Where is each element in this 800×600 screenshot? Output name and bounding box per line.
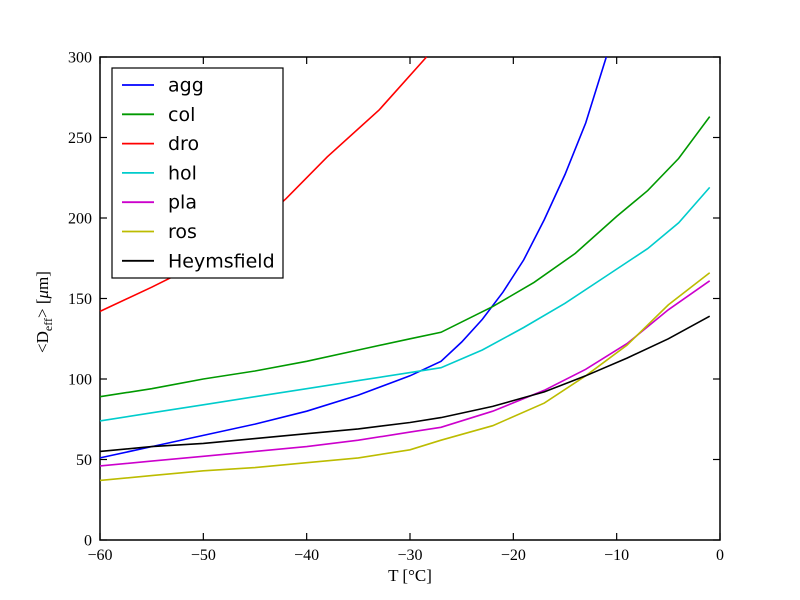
x-tick-label: −60 — [87, 547, 112, 564]
legend-label-hol: hol — [168, 162, 197, 184]
legend: agg col dro hol pla ros Heymsfield — [111, 67, 284, 279]
series-line-Heymsfield — [99, 315, 711, 453]
x-tick-label: −50 — [191, 547, 216, 564]
y-tick-label: 50 — [76, 452, 92, 469]
series-line-ros — [99, 272, 711, 482]
series-line-col — [99, 116, 711, 398]
y-axis-label-sub: eff — [41, 318, 55, 331]
x-tick-label: 0 — [716, 547, 724, 564]
y-axis-label-post: > [ — [33, 298, 52, 318]
legend-label-dro: dro — [168, 133, 199, 155]
y-tick-label: 300 — [68, 50, 92, 67]
x-axis-label: T [°C] — [388, 566, 432, 585]
legend-label-pla: pla — [168, 192, 197, 214]
y-tick-label: 150 — [68, 291, 92, 308]
y-tick-label: 200 — [68, 211, 92, 228]
legend-label-ros: ros — [168, 221, 197, 243]
mu-symbol: μ — [33, 290, 52, 300]
x-tick-label: −20 — [501, 547, 526, 564]
y-axis-label-pre: <D — [33, 331, 52, 353]
x-tick-label: −30 — [397, 547, 422, 564]
series-line-pla — [99, 280, 711, 467]
legend-label-col: col — [168, 104, 195, 126]
series-line-hol — [99, 186, 711, 422]
y-axis-label-end: m] — [33, 271, 52, 290]
legend-label-Heymsfield: Heymsfield — [168, 250, 275, 272]
axis-ticks: −60 −50 −40 −30 −20 −10 0 0 50 100 150 200 250 300 — [68, 50, 724, 565]
y-tick-label: 0 — [84, 533, 92, 550]
series-line-agg — [99, 56, 608, 459]
x-tick-label: −10 — [604, 547, 629, 564]
series-lines — [99, 56, 711, 482]
x-tick-label: −40 — [294, 547, 319, 564]
y-tick-label: 100 — [68, 372, 92, 389]
legend-label-agg: agg — [168, 75, 204, 97]
y-tick-label: 250 — [68, 130, 92, 147]
y-axis-label: <Deff> [μm] — [33, 271, 55, 353]
